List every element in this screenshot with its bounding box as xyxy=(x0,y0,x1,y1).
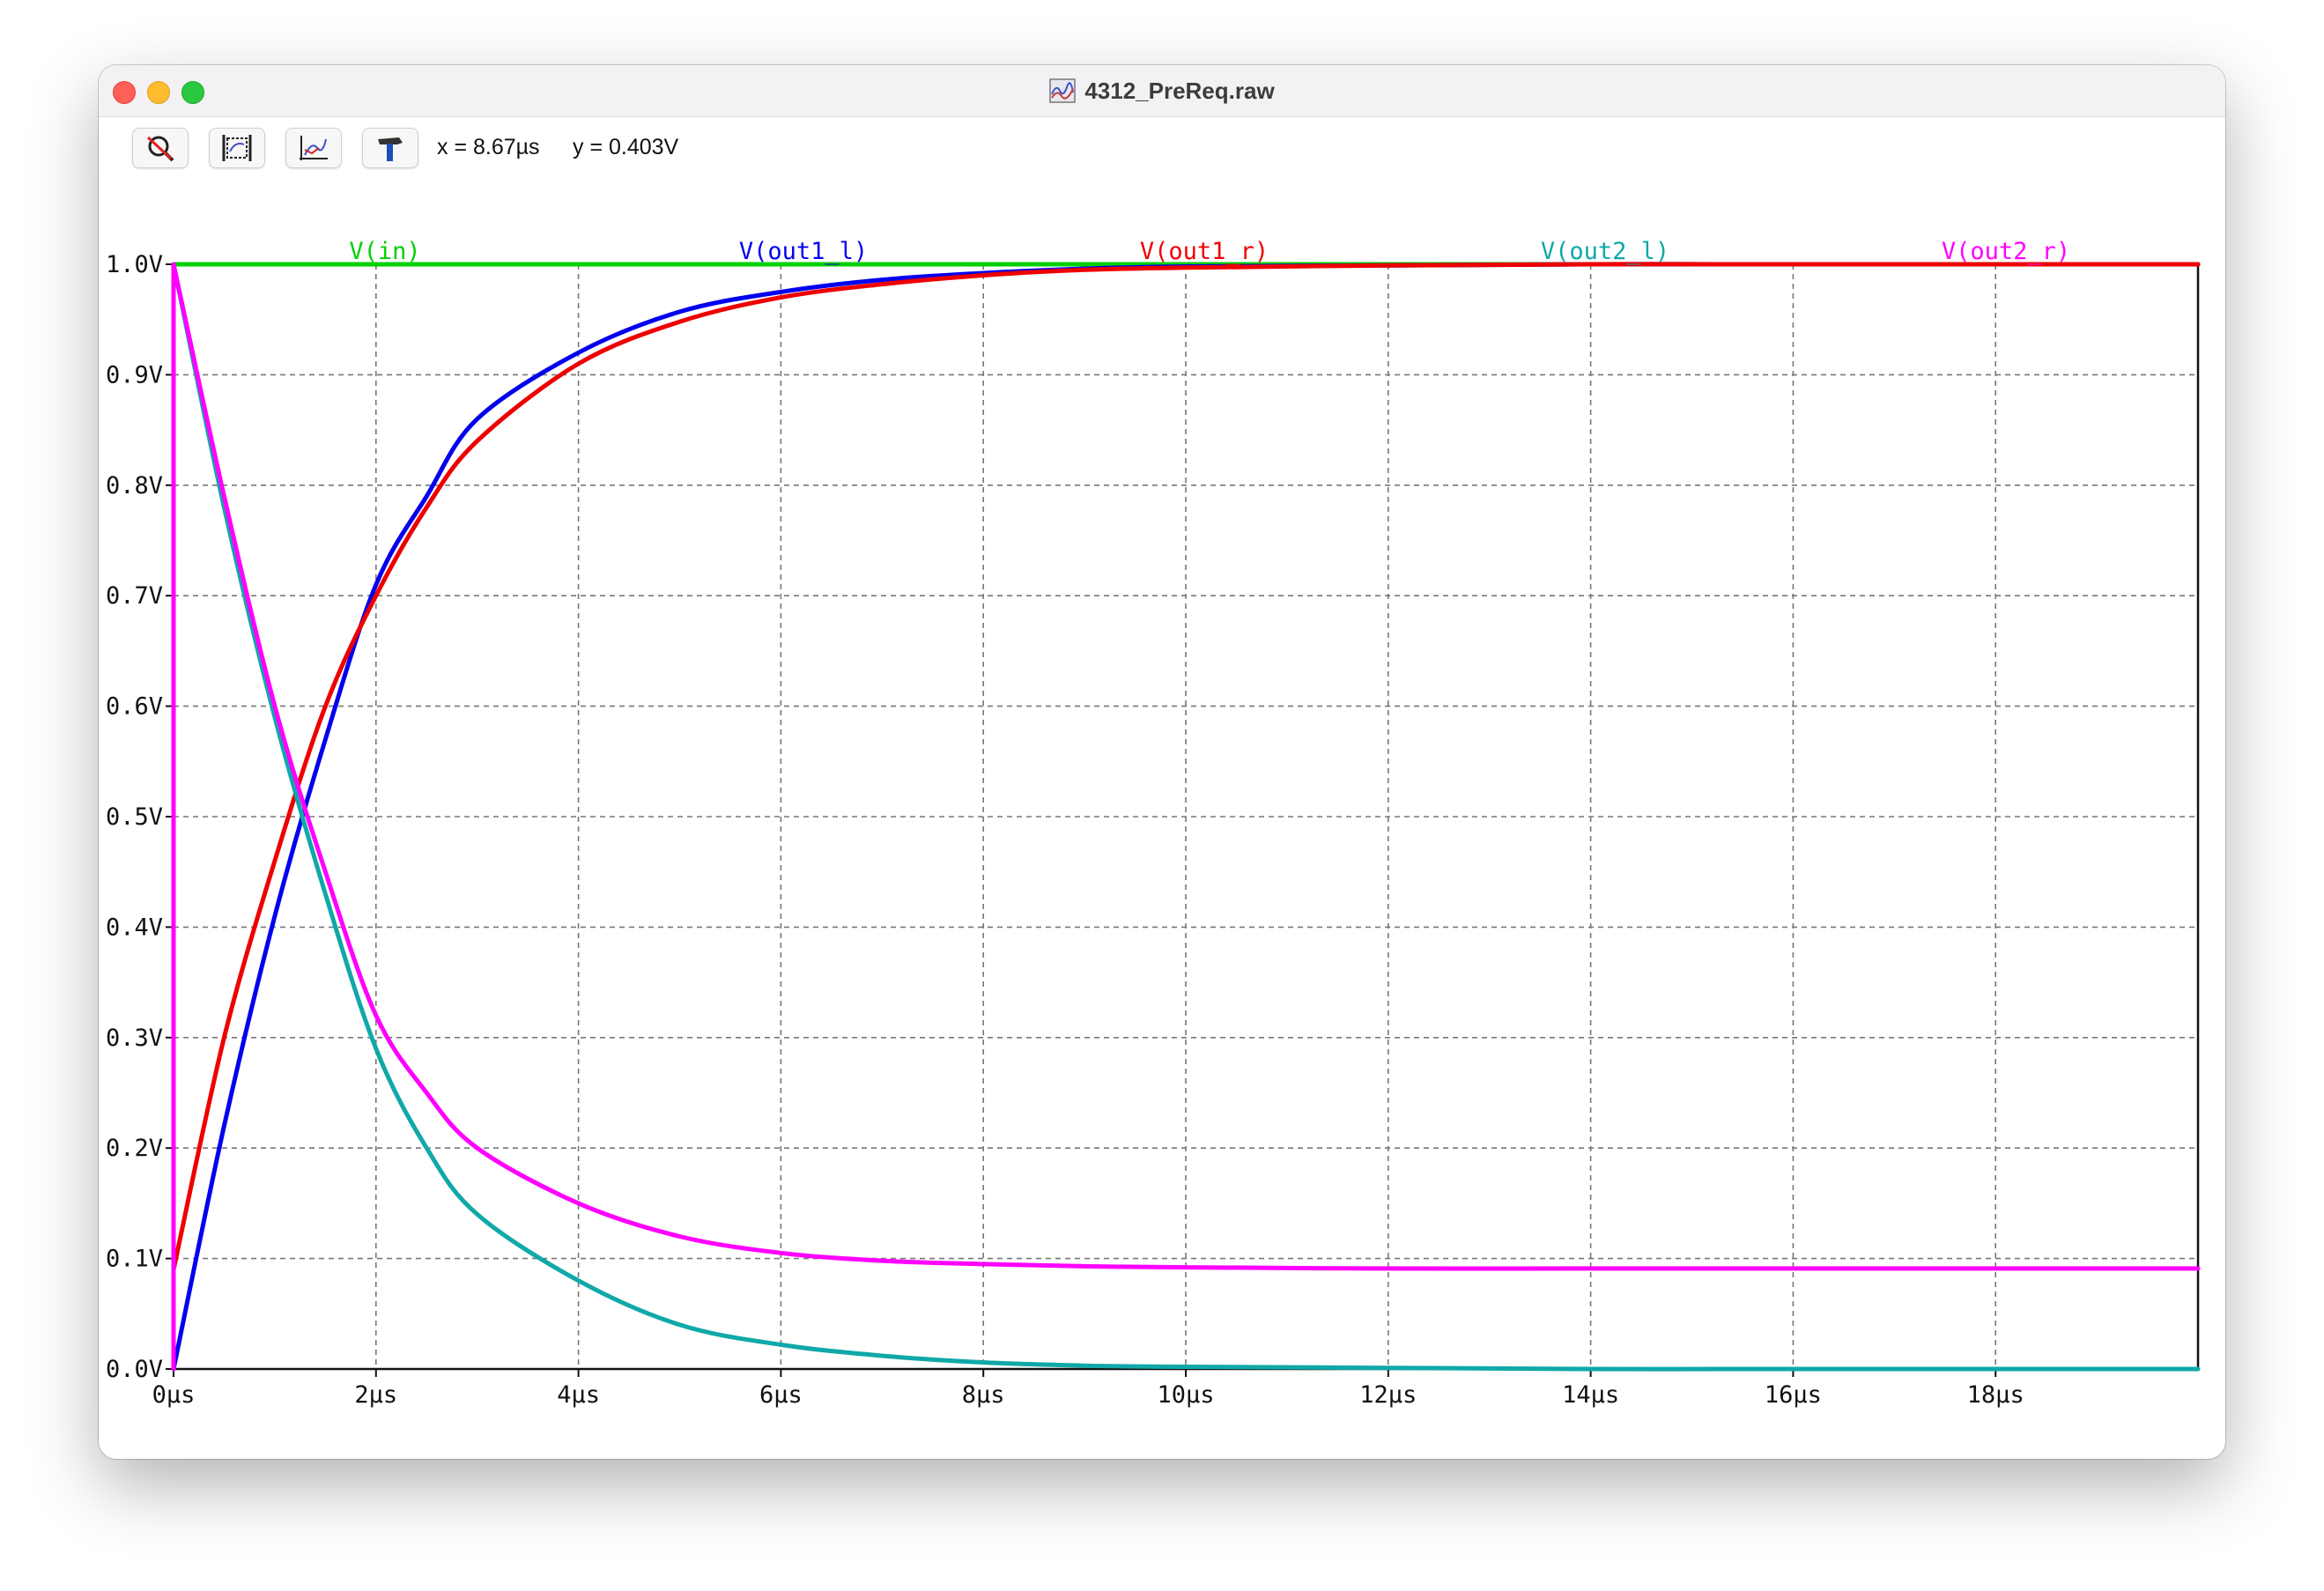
close-button[interactable] xyxy=(113,81,136,104)
x-tick-label: 8µs xyxy=(962,1381,1005,1409)
y-tick-label: 1.0V xyxy=(106,251,163,278)
y-tick-label: 0.4V xyxy=(106,914,163,941)
x-tick-label: 16µs xyxy=(1765,1381,1822,1409)
legend-label-v-out2-r[interactable]: V(out2_r) xyxy=(1942,238,2070,265)
zoom-extents-button[interactable] xyxy=(209,128,265,168)
minimize-button[interactable] xyxy=(147,81,170,104)
waveform-viewer-window: 4312_PreReq.raw xyxy=(99,65,2225,1459)
cursor-x-readout: x = 8.67µs xyxy=(437,135,540,159)
waveform-document-icon xyxy=(1049,78,1077,103)
waveform-plot[interactable]: 0µs 2µs 4µs 6µs 8µs 10µs 12µs 14µs 16µs 18µs 0.0V 0… xyxy=(99,181,2225,1459)
y-tick-label: 0.3V xyxy=(106,1025,163,1052)
autorange-icon xyxy=(146,136,174,162)
series-line-v-out2-r[interactable] xyxy=(171,262,2201,1372)
hammer-icon xyxy=(378,137,403,161)
y-tick-label: 0.6V xyxy=(106,693,163,721)
x-tick-label: 0µs xyxy=(152,1381,196,1409)
x-tick-label: 14µs xyxy=(1562,1381,1619,1409)
pan-button[interactable] xyxy=(285,128,342,168)
title-bar[interactable]: 4312_PreReq.raw xyxy=(99,65,2225,117)
pan-icon xyxy=(300,136,328,160)
legend-label-v-out2-l[interactable]: V(out2_l) xyxy=(1541,238,1669,265)
y-tick-label: 0.8V xyxy=(106,472,163,500)
cursor-y-readout: y = 0.403V xyxy=(573,135,679,159)
y-tick-label: 0.0V xyxy=(106,1356,163,1383)
series-line-v-out2-l[interactable] xyxy=(171,262,2201,1372)
y-tick-label: 0.5V xyxy=(106,803,163,831)
autorange-button[interactable] xyxy=(132,128,189,168)
x-tick-label: 6µs xyxy=(759,1381,803,1409)
window-title: 4312_PreReq.raw xyxy=(1084,77,1275,104)
x-tick-label: 2µs xyxy=(354,1381,397,1409)
zoom-button[interactable] xyxy=(181,81,204,104)
series-line-v-out1-r[interactable] xyxy=(171,262,2201,1272)
hammer-button[interactable] xyxy=(362,128,418,168)
legend-label-v-out1-r[interactable]: V(out1_r) xyxy=(1140,238,1269,265)
legend-label-v-in[interactable]: V(in) xyxy=(349,238,420,265)
y-tick-label: 0.1V xyxy=(106,1246,163,1273)
x-tick-label: 12µs xyxy=(1359,1381,1417,1409)
window-title-group: 4312_PreReq.raw xyxy=(99,65,2225,116)
zoom-extents-icon xyxy=(222,135,252,161)
y-tick-label: 0.2V xyxy=(106,1135,163,1162)
toolbar: x = 8.67µs y = 0.403V xyxy=(99,117,2225,181)
legend-label-v-out1-l[interactable]: V(out1_l) xyxy=(739,238,868,265)
x-tick-label: 10µs xyxy=(1157,1381,1214,1409)
y-tick-label: 0.7V xyxy=(106,582,163,610)
x-tick-label: 4µs xyxy=(557,1381,600,1409)
x-tick-label: 18µs xyxy=(1967,1381,2024,1409)
y-tick-label: 0.9V xyxy=(106,361,163,388)
